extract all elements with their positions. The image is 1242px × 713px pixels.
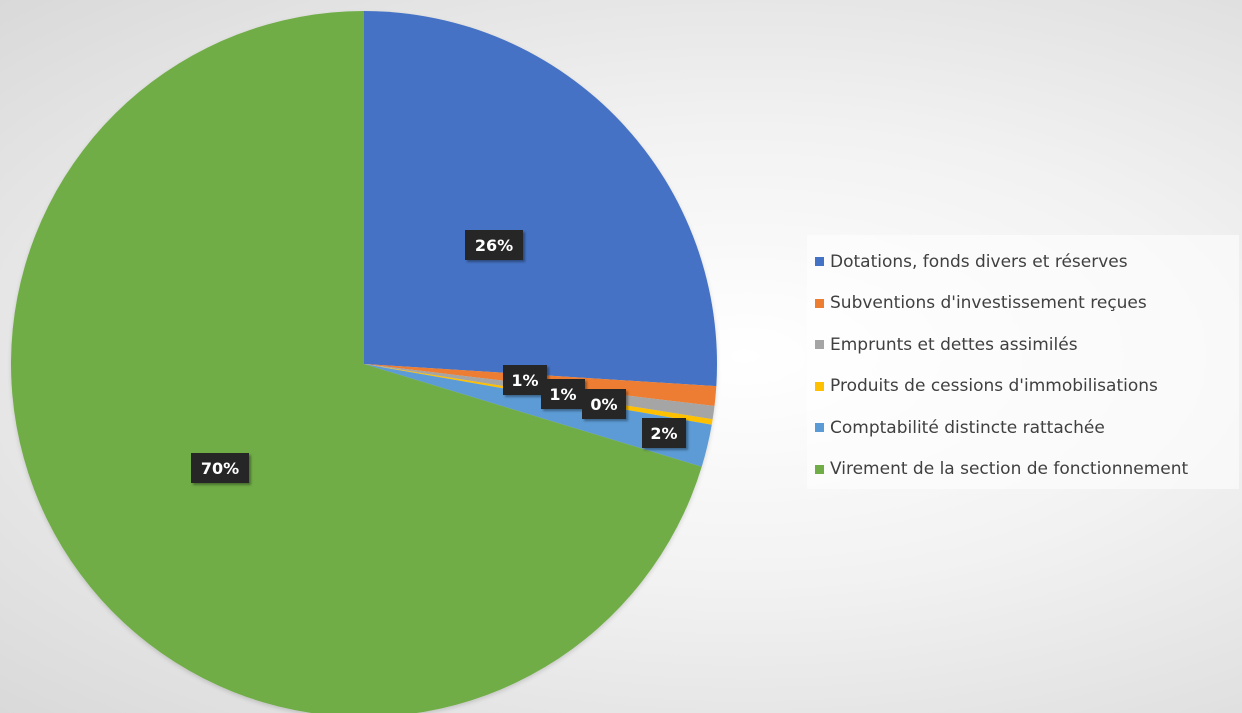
pie-slices: [11, 11, 718, 713]
legend-item-emprunts-et-dettes-assimiles: Emprunts et dettes assimilés: [815, 324, 1239, 366]
legend-label: Produits de cessions d'immobilisations: [830, 376, 1158, 397]
data-label-produits-de-cessions-d-immobilisations: 0%: [582, 389, 626, 419]
data-label-text: 70%: [201, 459, 239, 478]
legend-swatch: [815, 423, 824, 433]
legend-swatch: [815, 464, 824, 474]
data-label-text: 2%: [650, 424, 677, 443]
data-label-comptabilite-distincte-rattachee: 2%: [642, 418, 686, 448]
legend-item-virement-de-la-section-de-fonctionnement: Virement de la section de fonctionnement: [815, 449, 1239, 491]
data-label-box: [541, 379, 585, 409]
legend-item-dotations-fonds-divers-et-reserves: Dotations, fonds divers et réserves: [815, 241, 1239, 283]
pie-slice-virement-de-la-section-de-fonctionnement: [11, 11, 702, 713]
legend-swatch: [815, 298, 824, 308]
data-label-box: [191, 453, 249, 483]
legend-label: Subventions d'investissement reçues: [830, 293, 1147, 314]
legend-label: Comptabilité distincte rattachée: [830, 417, 1105, 438]
legend-item-comptabilite-distincte-rattachee: Comptabilité distincte rattachée: [815, 407, 1239, 449]
data-label-box: [642, 418, 686, 448]
data-label-box: [503, 365, 547, 395]
legend-swatch: [815, 257, 824, 267]
data-label-emprunts-et-dettes-assimiles: 1%: [541, 379, 585, 409]
data-label-box: [465, 230, 523, 260]
data-labels: 26% 1% 1% 0% 2% 70%: [191, 230, 686, 483]
data-label-text: 0%: [590, 395, 617, 414]
data-label-dotations-fonds-divers-et-reserves: 26%: [465, 230, 523, 260]
legend-label: Emprunts et dettes assimilés: [830, 334, 1078, 355]
data-label-virement-de-la-section-de-fonctionnement: 70%: [191, 453, 249, 483]
pie-slice-comptabilite-distincte-rattachee: [364, 364, 712, 467]
data-label-text: 1%: [511, 371, 538, 390]
legend-swatch: [815, 381, 824, 391]
data-label-subventions-d-investissement-recues: 1%: [503, 365, 547, 395]
legend-label: Virement de la section de fonctionnement: [830, 459, 1189, 480]
legend-label: Dotations, fonds divers et réserves: [830, 251, 1128, 272]
data-label-box: [582, 389, 626, 419]
legend-swatch: [815, 340, 824, 350]
legend-item-produits-de-cessions-d-immobilisations: Produits de cessions d'immobilisations: [815, 366, 1239, 408]
legend-item-subventions-d-investissement-recues: Subventions d'investissement reçues: [815, 283, 1239, 325]
data-label-text: 1%: [549, 385, 576, 404]
pie-slice-dotations-fonds-divers-et-reserves: [364, 11, 718, 387]
chart-legend: Dotations, fonds divers et réserves Subve…: [807, 235, 1239, 489]
data-label-text: 26%: [475, 236, 513, 255]
